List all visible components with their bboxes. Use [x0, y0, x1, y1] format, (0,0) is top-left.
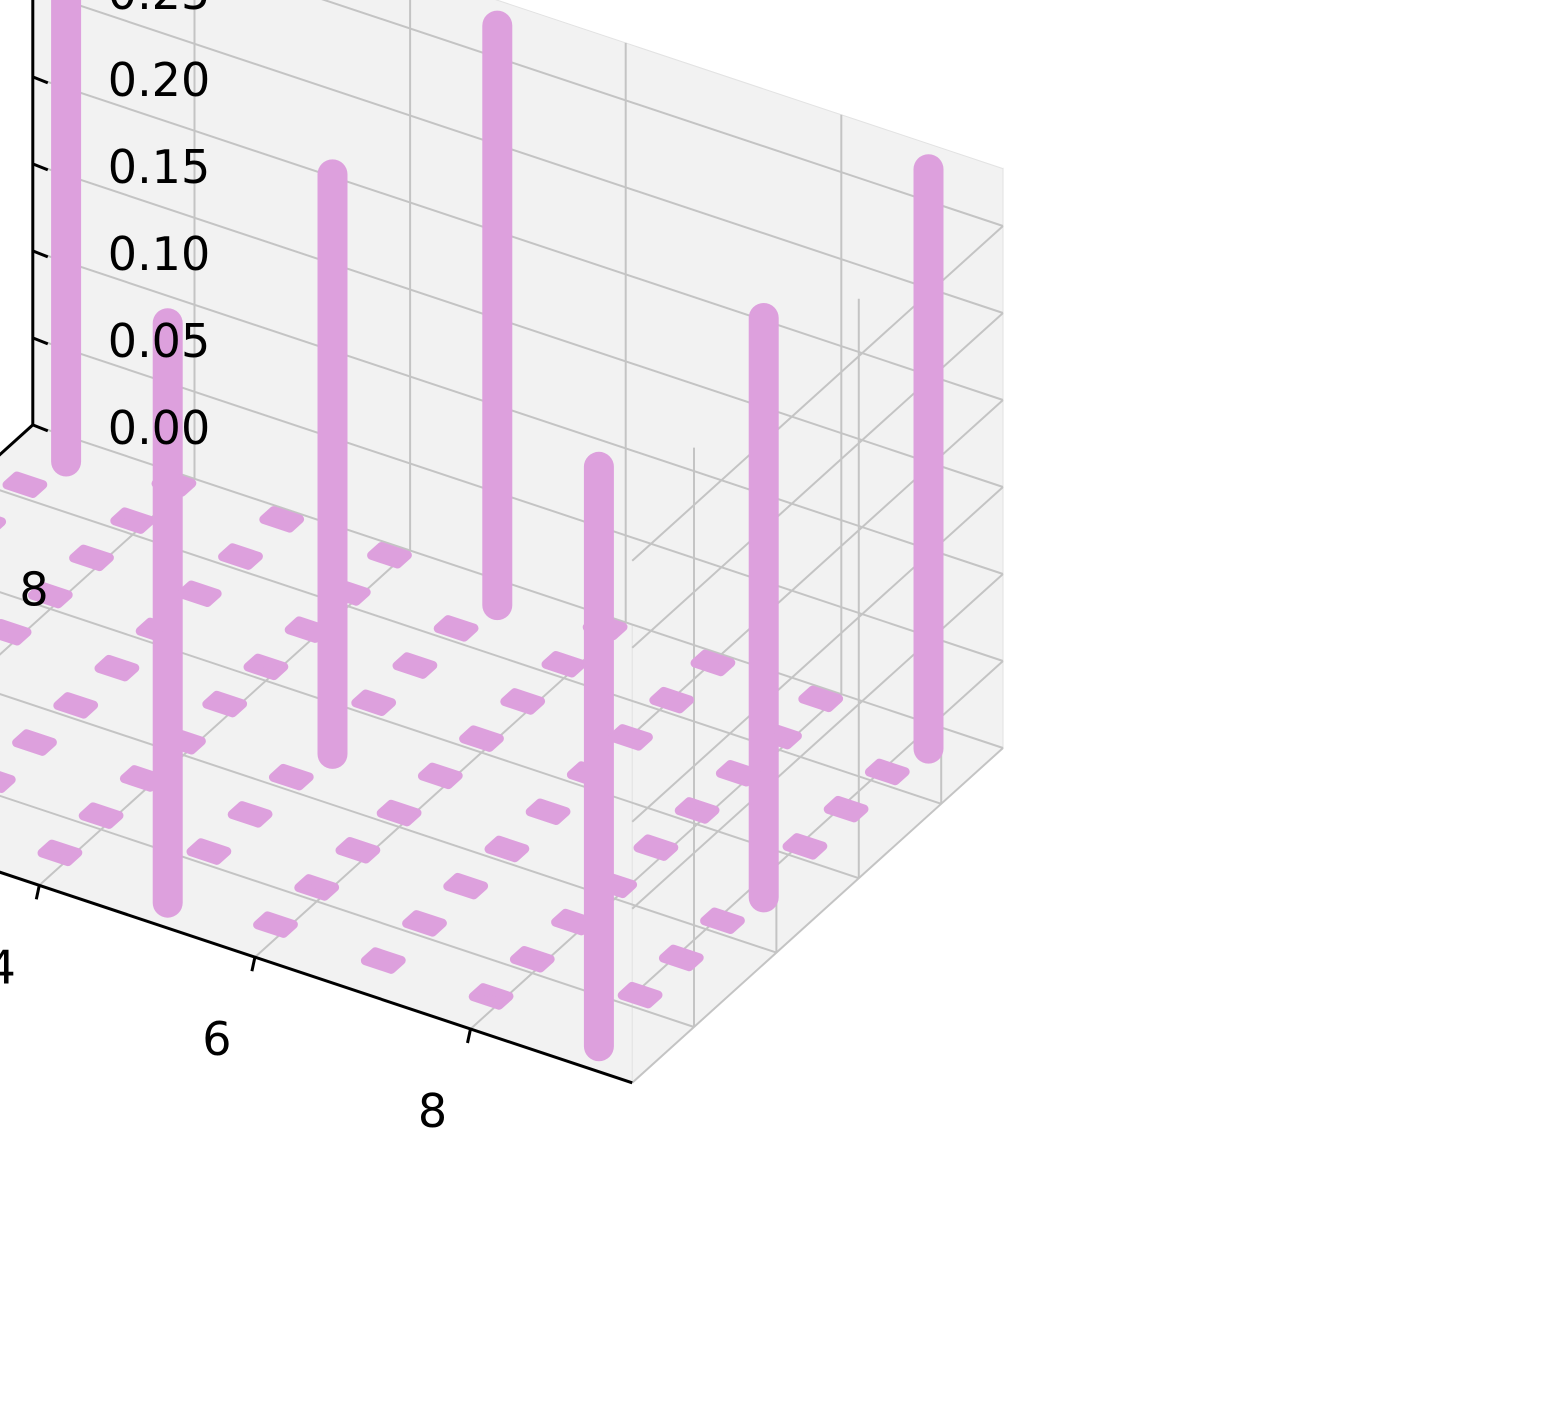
- z-tick-label: 0.00: [108, 401, 210, 455]
- z-gridline-back: [321, 0, 1004, 227]
- x-tick-label: 8: [418, 1084, 447, 1138]
- y-gridline-floor: [0, 692, 777, 954]
- bar: [243, 653, 289, 681]
- bar: [176, 580, 222, 607]
- z-gridline-back: [32, 423, 1004, 749]
- bar: [864, 758, 910, 786]
- bar: [294, 874, 340, 901]
- z-gridline-back: [59, 0, 1004, 314]
- bar: [690, 649, 736, 677]
- bar: [402, 910, 447, 937]
- bar: [649, 686, 695, 714]
- z-gridline-left: [631, 747, 1004, 1084]
- x-tick-mark: [250, 956, 257, 972]
- z-tick-label: 0.10: [108, 227, 210, 281]
- bar: [78, 802, 124, 829]
- bar: [360, 947, 406, 974]
- bar: [135, 617, 181, 645]
- z-tick-mark: [32, 249, 49, 259]
- x-tick-mark: [466, 1028, 472, 1044]
- bar: [500, 688, 546, 715]
- bar: [202, 690, 248, 718]
- z-tick-label: 0.20: [108, 53, 210, 107]
- bar: [715, 760, 761, 787]
- bar: [608, 724, 653, 751]
- bar: [541, 651, 587, 678]
- bar: [351, 689, 397, 716]
- bar: [119, 765, 165, 792]
- bar: [617, 981, 663, 1009]
- bar: [253, 911, 298, 938]
- bar: [0, 619, 32, 646]
- bar: [658, 944, 704, 972]
- bar: [566, 761, 612, 788]
- bar: [335, 837, 381, 864]
- y-gridline-floor: [0, 794, 695, 1028]
- z-tick-label: 0.15: [108, 140, 210, 194]
- z-tick-label: 0.05: [108, 314, 210, 368]
- z-gridline-back: [32, 336, 1004, 662]
- bar: [633, 834, 679, 861]
- bar: [53, 692, 99, 719]
- z-gridline-back: [32, 249, 1004, 575]
- bar: [325, 579, 371, 606]
- bar: [392, 652, 438, 679]
- bar: [551, 908, 596, 936]
- bar: [151, 470, 197, 497]
- chart-axes: [0, 0, 633, 1085]
- x-tick-mark: [34, 884, 41, 900]
- bar: [459, 725, 504, 752]
- bar: [94, 654, 140, 682]
- bar: [12, 729, 57, 756]
- bar: [674, 797, 720, 824]
- x-tick-label: 4: [0, 940, 16, 994]
- bar: [69, 544, 114, 572]
- bar: [798, 685, 844, 713]
- chart-bars: [0, 0, 944, 1062]
- bar: [227, 801, 273, 828]
- bar: [525, 798, 571, 825]
- bar: [509, 946, 555, 973]
- y-gridline-floor: [0, 591, 860, 880]
- bar: [592, 871, 638, 899]
- x-axis-line: [0, 870, 633, 1085]
- bar: [268, 763, 314, 791]
- bar: [259, 506, 305, 533]
- bar: [443, 872, 489, 900]
- bar: [2, 471, 48, 498]
- chart-gridlines: [0, 0, 1004, 1084]
- bar: [0, 516, 7, 530]
- z-tick-mark: [32, 423, 49, 433]
- bar: [284, 616, 330, 643]
- z-tick-mark: [32, 336, 49, 346]
- z-tick-mark: [32, 162, 49, 172]
- bar: [367, 542, 412, 569]
- bar: [757, 722, 802, 750]
- bar: [468, 983, 514, 1010]
- z-gridline-back: [32, 75, 1004, 401]
- z-tick-mark: [32, 75, 49, 85]
- bar: [27, 581, 73, 609]
- bar: [417, 762, 463, 790]
- chart-tick-labels: 246824680.000.050.100.150.200.250.30: [0, 0, 447, 1138]
- bar: [484, 835, 530, 863]
- bar: [0, 771, 16, 793]
- bar: [186, 838, 232, 865]
- z-tick-label: 0.25: [108, 0, 210, 20]
- bar: [700, 907, 745, 934]
- bar: [161, 728, 206, 755]
- bar: [582, 613, 628, 641]
- y-tick-label: 8: [19, 563, 48, 617]
- bar: [376, 799, 422, 827]
- z-gridline-back: [32, 162, 1004, 488]
- x-tick-label: 6: [202, 1012, 231, 1066]
- bar: [433, 615, 479, 642]
- bar: [218, 543, 263, 570]
- y-gridline-floor: [0, 489, 942, 805]
- bar: [782, 833, 828, 860]
- bar: [823, 795, 869, 823]
- bar: [110, 507, 156, 534]
- bar: [37, 839, 83, 867]
